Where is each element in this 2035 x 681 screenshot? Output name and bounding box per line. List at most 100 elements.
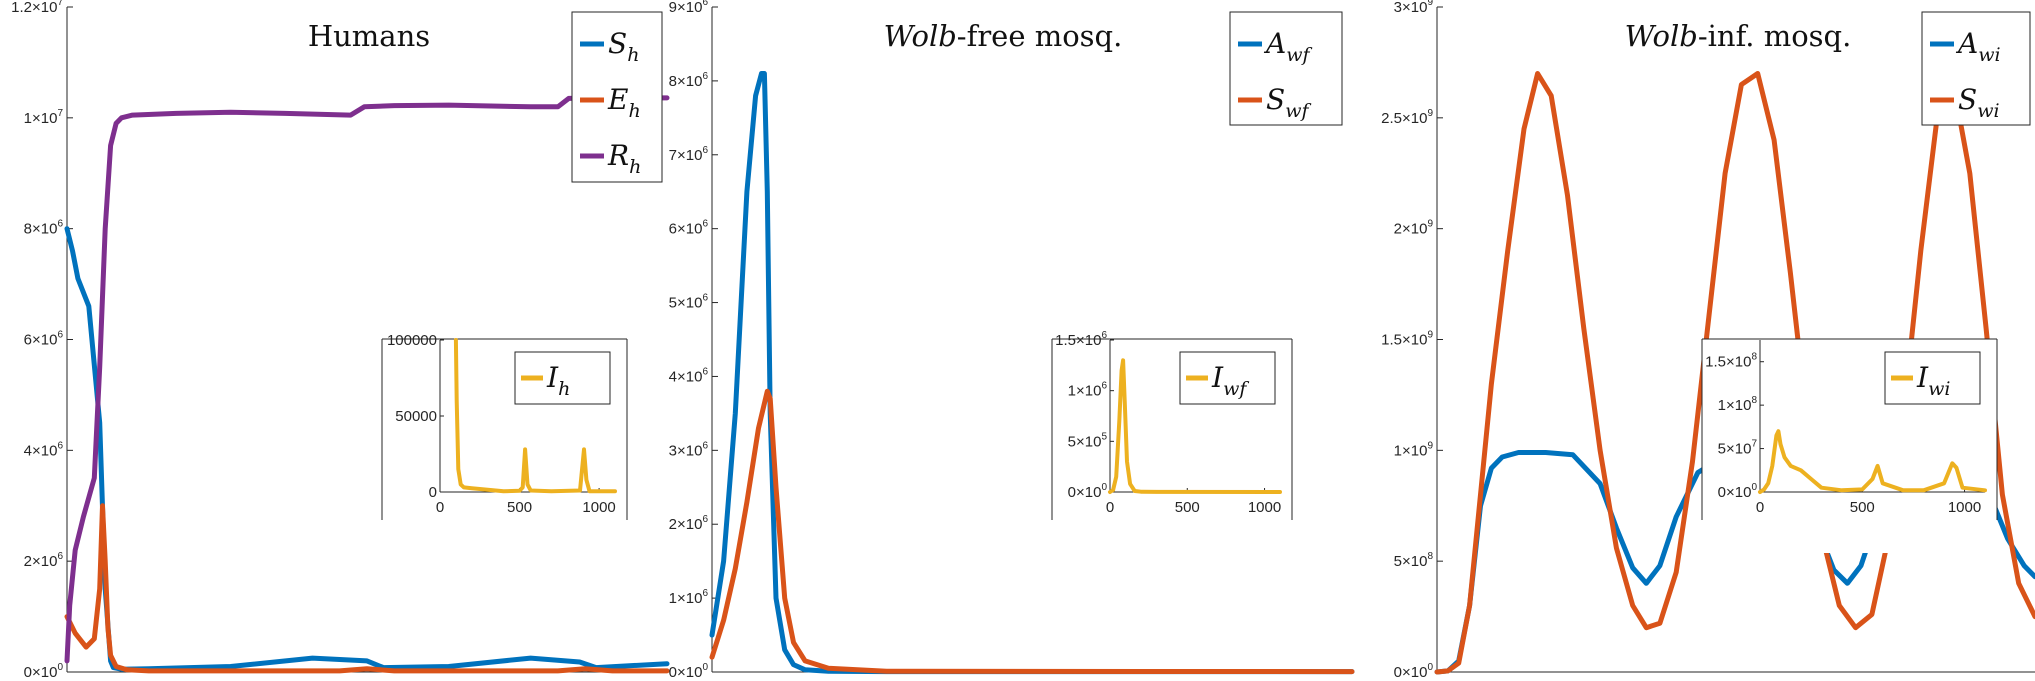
y-tick-label-mantissa: 5 [1394, 553, 1402, 570]
y-tick-label-mantissa: 1 [24, 110, 32, 127]
y-tick-label-mantissa: 6 [669, 221, 677, 238]
y-tick-label: 2×109 [1394, 219, 1434, 238]
inset-x-tick-label: 500 [1175, 499, 1200, 516]
y-tick-label-mantissa: 1.2 [11, 0, 32, 16]
y-tick-label-mantissa: 0 [1394, 664, 1402, 681]
y-tick-label-times: ×10 [32, 664, 57, 681]
inset-y-tick-label-mantissa: 5 [1718, 441, 1726, 458]
y-tick-label-times: ×10 [1402, 332, 1427, 349]
y-tick-label-exponent: 7 [57, 0, 63, 8]
wolb-free-mosquito-panel: 0×1001×1062×1063×1064×1065×1066×1067×106… [669, 0, 1355, 681]
y-tick-label-times: ×10 [32, 0, 57, 16]
inset-y-tick-label: 0×100 [1068, 482, 1108, 501]
inset-legend-name: I [1916, 361, 1929, 394]
inset-y-tick-label-exponent: 8 [1751, 395, 1757, 406]
y-tick-label-mantissa: 7 [669, 147, 677, 164]
inset-y-tick-label: 1.5×106 [1055, 330, 1107, 349]
y-tick-label-exponent: 6 [57, 330, 63, 341]
inset-x-tick-label: 1000 [582, 499, 615, 516]
y-tick-label-times: ×10 [32, 110, 57, 127]
inset-y-tick-label-mantissa: 0 [1718, 484, 1726, 501]
inset-x-tick-label: 1000 [1948, 499, 1981, 516]
y-tick-label-times: ×10 [1402, 553, 1427, 570]
y-tick-label-times: ×10 [677, 73, 702, 90]
series-line-Rh [64, 95, 670, 664]
y-tick-label-mantissa: 4 [669, 368, 677, 385]
inset-y-tick-label-times: ×10 [1076, 383, 1101, 400]
y-tick-label-times: ×10 [677, 368, 702, 385]
y-tick-label: 8×106 [669, 71, 709, 90]
y-tick-label: 1.5×109 [1381, 330, 1433, 349]
inset-y-tick-label-times: ×10 [1726, 441, 1751, 458]
y-tick-label-exponent: 0 [57, 662, 63, 673]
inset-x-tick-label: 0 [1756, 499, 1764, 516]
legend-subscript: h [629, 156, 641, 178]
inset-y-tick-label-mantissa: 1.5 [1055, 332, 1076, 349]
inset-legend-entry: Iwi [1916, 361, 1950, 400]
inset-y-tick-label: 1×106 [1068, 381, 1108, 400]
y-tick-label: 2×106 [24, 551, 64, 570]
y-tick-label: 2×106 [669, 514, 709, 533]
y-tick-label-mantissa: 0 [669, 664, 677, 681]
humans-panel: 0×1002×1064×1066×1068×1061×1071.2×107Hum… [11, 0, 670, 681]
y-tick-label-exponent: 9 [1427, 440, 1433, 451]
legend-entry: Swi [1958, 83, 2000, 122]
y-tick-label-mantissa: 3 [669, 442, 677, 459]
y-tick-label-mantissa: 1.5 [1381, 332, 1402, 349]
y-tick-label-exponent: 8 [1427, 551, 1433, 562]
y-tick-label-times: ×10 [677, 664, 702, 681]
legend-name: S [1958, 83, 1977, 116]
inset-y-tick-label-times: ×10 [1726, 484, 1751, 501]
y-tick-label-exponent: 9 [1427, 330, 1433, 341]
y-tick-label: 4×106 [669, 366, 709, 385]
inset-y-tick-label-mantissa: 5 [1068, 433, 1076, 450]
inset-y-tick-label-times: ×10 [1726, 354, 1751, 371]
panel-title: Wolb-inf. mosq. [1625, 19, 1852, 53]
panel-title-text: Humans [308, 19, 430, 53]
y-tick-label-times: ×10 [32, 553, 57, 570]
y-tick-label-mantissa: 9 [669, 0, 677, 16]
series-line-Awf [709, 71, 1355, 675]
y-tick-label-mantissa: 1 [1394, 442, 1402, 459]
inset-x-tick-label: 0 [1106, 499, 1114, 516]
y-tick-label-mantissa: 6 [24, 332, 32, 349]
y-tick-label-mantissa: 8 [24, 221, 32, 238]
inset-legend-subscript: wf [1223, 378, 1249, 400]
y-tick-label: 1.2×107 [11, 0, 63, 16]
y-tick-label-exponent: 0 [1427, 662, 1433, 673]
y-tick-label-times: ×10 [32, 442, 57, 459]
legend-box [1229, 11, 1343, 126]
legend-name: S [608, 27, 627, 60]
y-tick-label-exponent: 6 [57, 551, 63, 562]
y-tick-label-exponent: 6 [57, 440, 63, 451]
inset-y-tick-label-mantissa: 1 [1718, 397, 1726, 414]
inset-y-tick-label-exponent: 8 [1751, 352, 1757, 363]
y-tick-label-exponent: 6 [702, 293, 708, 304]
inset-y-tick-label: 1×108 [1718, 395, 1758, 414]
inset-y-tick-label-times: ×10 [1076, 332, 1101, 349]
inset-y-tick-label-times: ×10 [1076, 484, 1101, 501]
inset-y-tick-label-exponent: 0 [1101, 482, 1107, 493]
inset-legend-entry: Ih [546, 361, 570, 400]
y-tick-label: 0×100 [1394, 662, 1434, 681]
inset-series-line-Ih [453, 338, 617, 494]
inset-y-tick-label: 0 [429, 484, 437, 501]
inset-x-tick-label: 0 [436, 499, 444, 516]
y-tick-label: 1×107 [24, 108, 64, 127]
y-tick-label-mantissa: 2.5 [1381, 110, 1402, 127]
inset-y-tick-label: 100000 [387, 332, 437, 349]
y-tick-label-exponent: 9 [1427, 0, 1433, 8]
y-tick-label-exponent: 7 [57, 108, 63, 119]
y-tick-label-exponent: 0 [702, 662, 708, 673]
legend-entry: Awi [1955, 27, 2001, 66]
inset-x-tick-label: 1000 [1248, 499, 1281, 516]
legend-subscript: wf [1286, 44, 1312, 66]
panel-title: Wolb-free mosq. [884, 19, 1123, 53]
inset-legend-subscript: wi [1928, 378, 1950, 400]
y-tick-label-mantissa: 3 [1394, 0, 1402, 16]
y-tick-label: 8×106 [24, 219, 64, 238]
y-tick-label-times: ×10 [1402, 442, 1427, 459]
y-tick-label-times: ×10 [32, 221, 57, 238]
